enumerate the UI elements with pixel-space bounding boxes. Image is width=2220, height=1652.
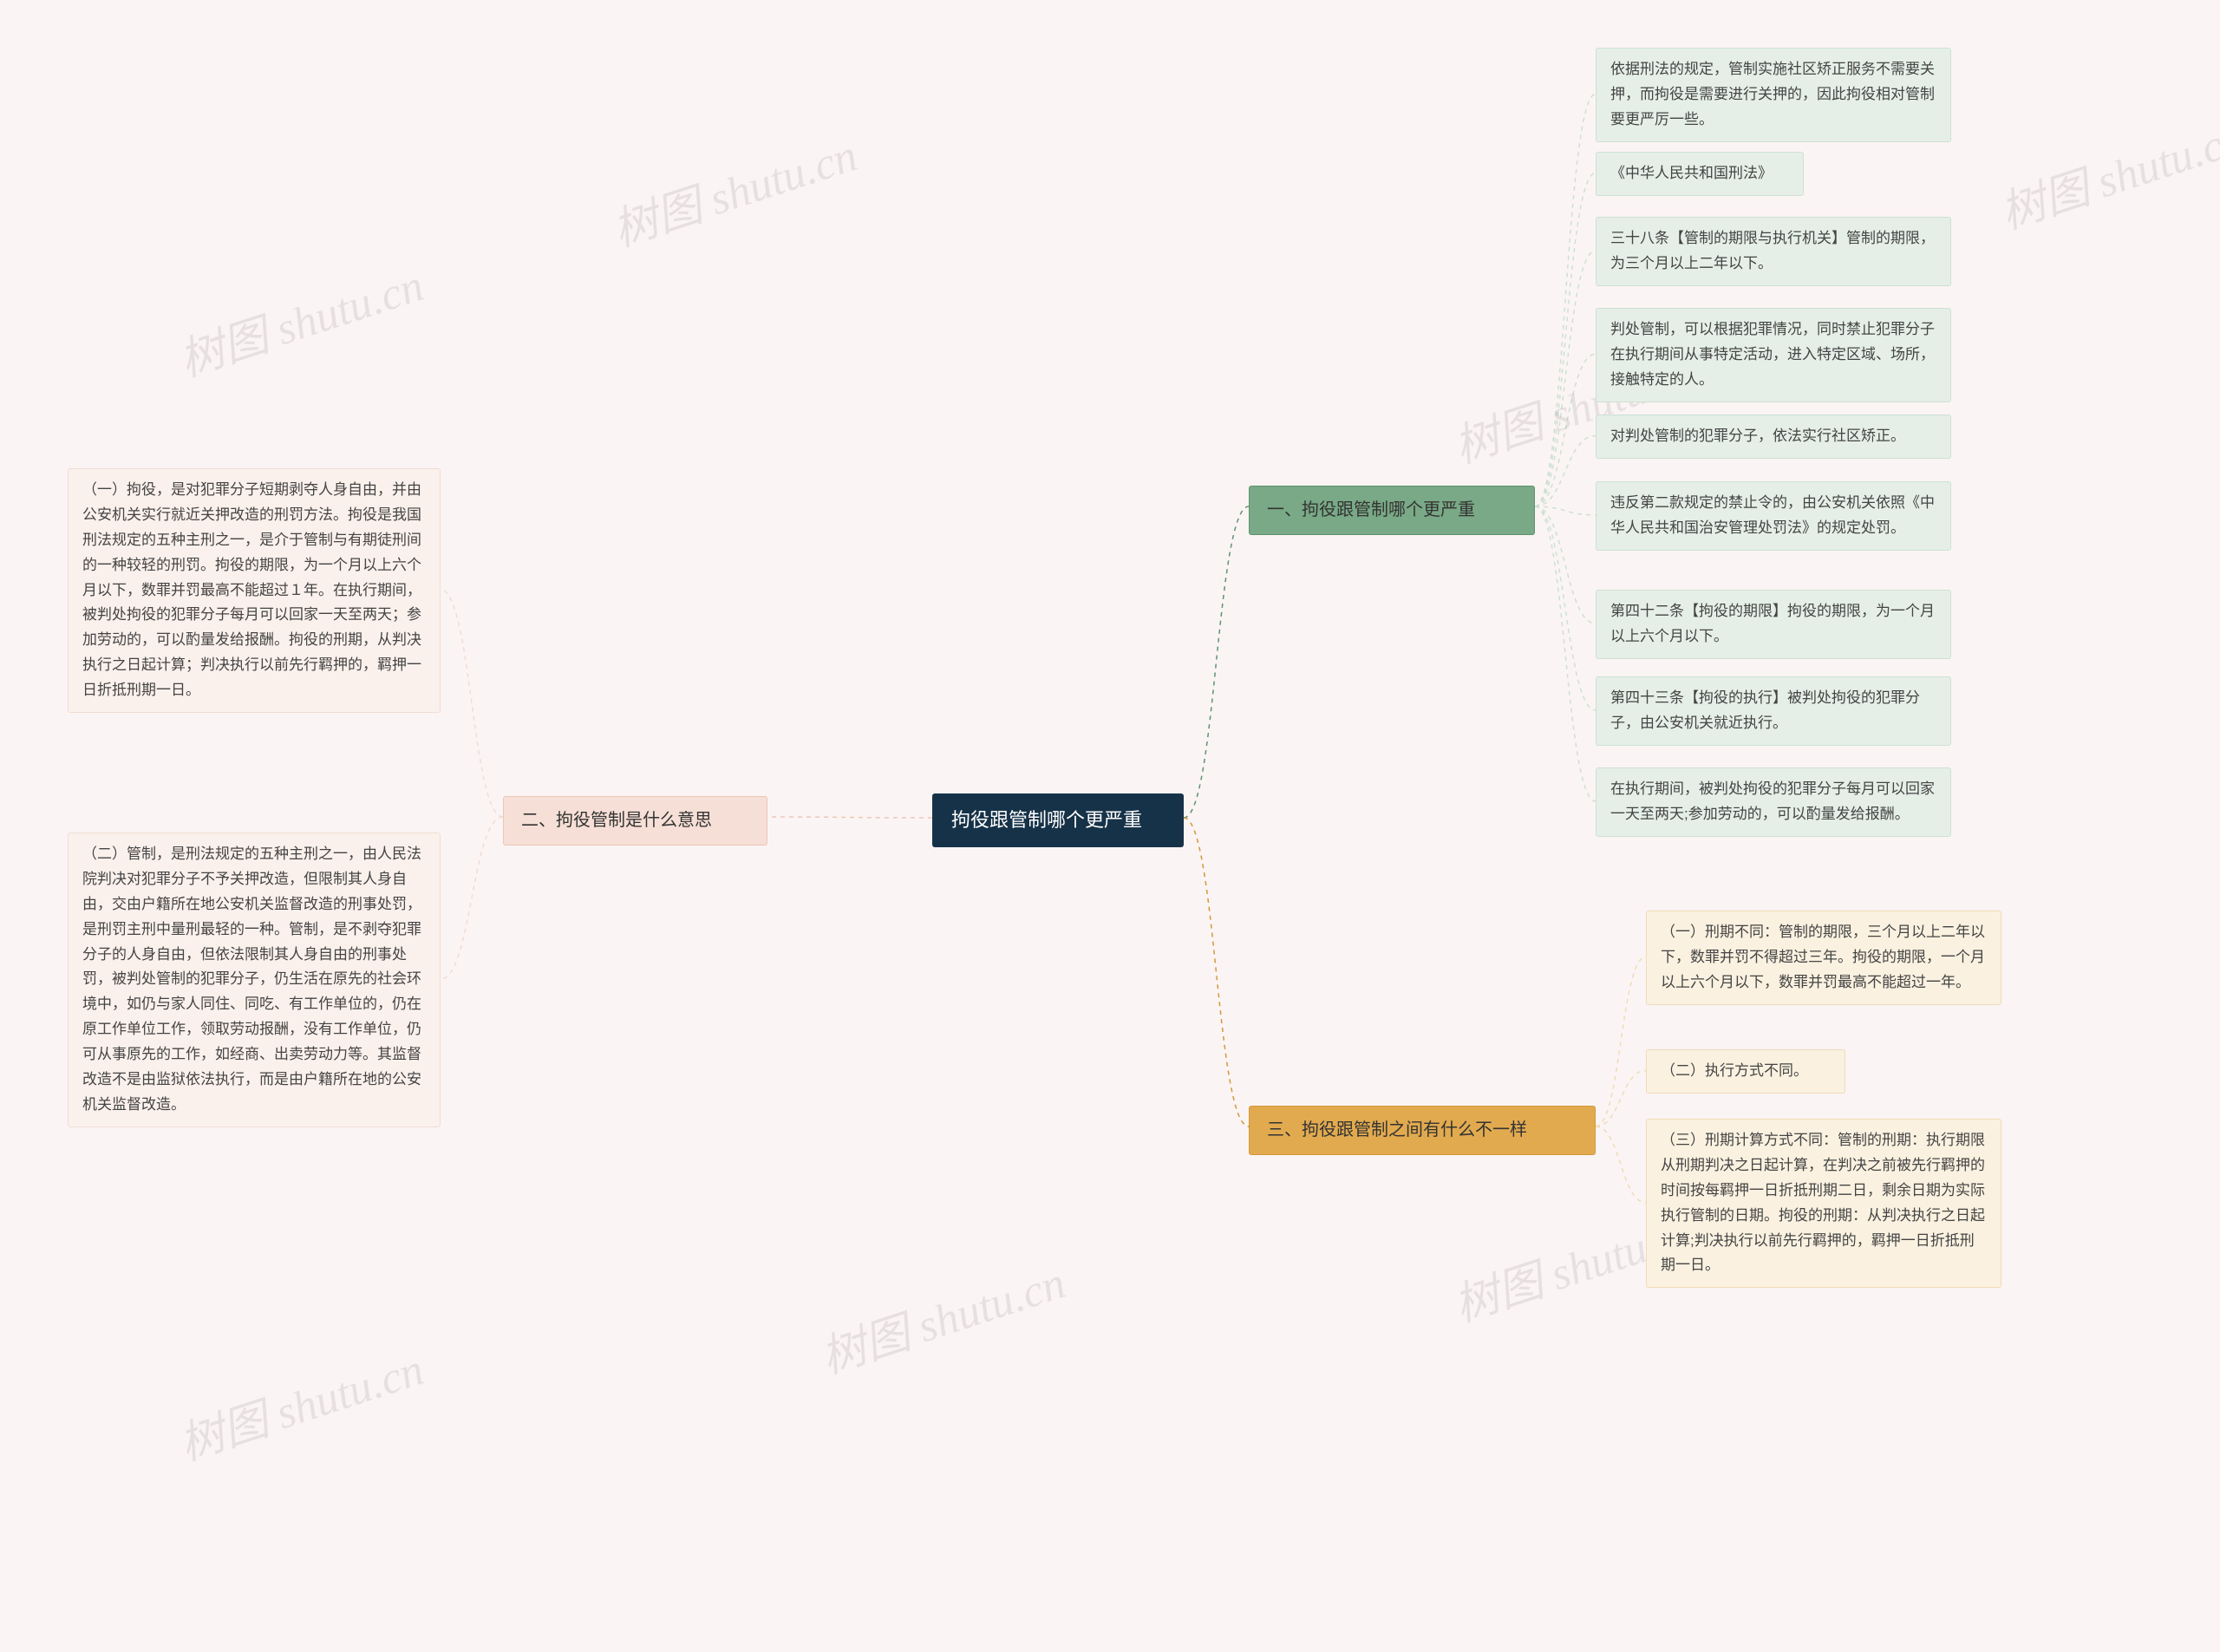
branch-node-b2: 二、拘役管制是什么意思 bbox=[503, 796, 767, 846]
branch-node-b3: 三、拘役跟管制之间有什么不一样 bbox=[1249, 1106, 1596, 1155]
leaf-node: 《中华人民共和国刑法》 bbox=[1596, 152, 1804, 196]
leaf-node: （一）拘役，是对犯罪分子短期剥夺人身自由，并由公安机关实行就近关押改造的刑罚方法… bbox=[68, 468, 441, 713]
root-node: 拘役跟管制哪个更严重 bbox=[932, 793, 1184, 847]
leaf-node: 第四十二条【拘役的期限】拘役的期限，为一个月以上六个月以下。 bbox=[1596, 590, 1951, 659]
watermark: 树图 shutu.cn bbox=[170, 249, 431, 389]
branch-node-b1: 一、拘役跟管制哪个更严重 bbox=[1249, 486, 1535, 535]
leaf-node: 违反第二款规定的禁止令的，由公安机关依照《中华人民共和国治安管理处罚法》的规定处… bbox=[1596, 481, 1951, 551]
watermark: 树图 shutu.cn bbox=[812, 1246, 1073, 1386]
leaf-node: （一）刑期不同：管制的期限，三个月以上二年以下，数罪并罚不得超过三年。拘役的期限… bbox=[1646, 911, 2001, 1005]
leaf-node: （二）管制，是刑法规定的五种主刑之一，由人民法院判决对犯罪分子不予关押改造，但限… bbox=[68, 833, 441, 1127]
leaf-node: 对判处管制的犯罪分子，依法实行社区矫正。 bbox=[1596, 415, 1951, 459]
watermark: 树图 shutu.cn bbox=[1991, 101, 2220, 241]
leaf-node: （二）执行方式不同。 bbox=[1646, 1049, 1845, 1094]
leaf-node: 判处管制，可以根据犯罪情况，同时禁止犯罪分子在执行期间从事特定活动，进入特定区域… bbox=[1596, 308, 1951, 402]
leaf-node: 三十八条【管制的期限与执行机关】管制的期限，为三个月以上二年以下。 bbox=[1596, 217, 1951, 286]
leaf-node: 第四十三条【拘役的执行】被判处拘役的犯罪分子，由公安机关就近执行。 bbox=[1596, 676, 1951, 746]
watermark: 树图 shutu.cn bbox=[604, 119, 865, 258]
watermark: 树图 shutu.cn bbox=[170, 1333, 431, 1472]
leaf-node: 依据刑法的规定，管制实施社区矫正服务不需要关押，而拘役是需要进行关押的，因此拘役… bbox=[1596, 48, 1951, 142]
leaf-node: 在执行期间，被判处拘役的犯罪分子每月可以回家一天至两天;参加劳动的，可以酌量发给… bbox=[1596, 767, 1951, 837]
leaf-node: （三）刑期计算方式不同：管制的刑期：执行期限从刑期判决之日起计算，在判决之前被先… bbox=[1646, 1119, 2001, 1288]
